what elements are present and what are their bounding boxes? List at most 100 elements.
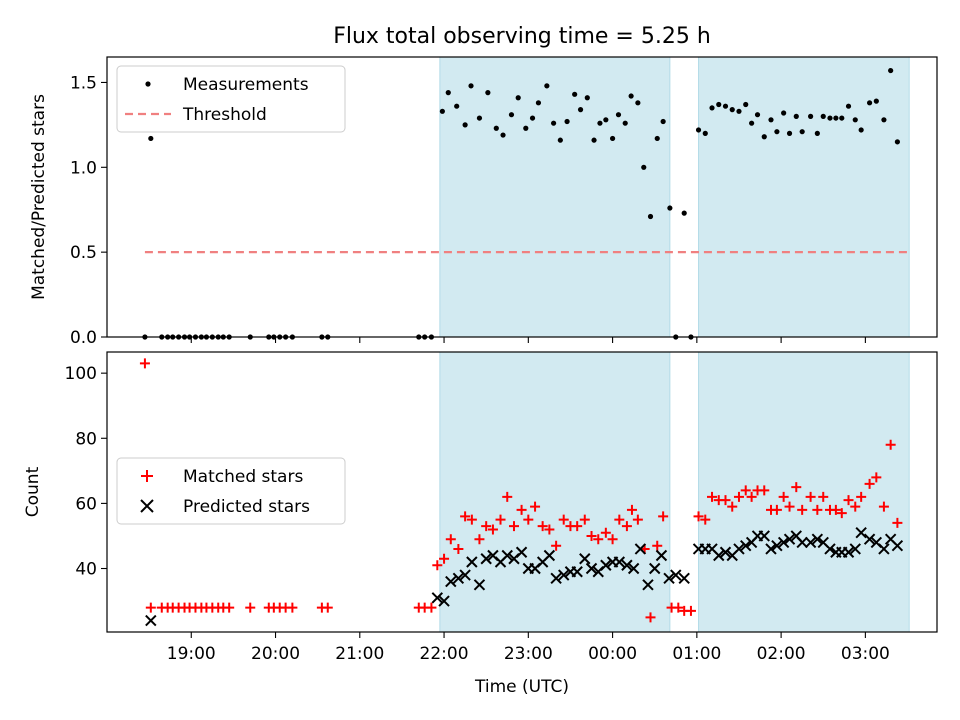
measurement-point (702, 130, 708, 136)
matched-star-point (771, 504, 782, 515)
matched-star-point (740, 485, 751, 496)
measurement-point (622, 120, 628, 126)
measurement-point (476, 115, 483, 121)
measurement-point (781, 110, 787, 116)
matched-star-point (727, 501, 738, 512)
matched-star-point (487, 524, 498, 535)
measurement-point (845, 103, 852, 109)
matched-star-point (544, 524, 555, 535)
y-tick-label: 100 (65, 364, 97, 384)
measurement-point (754, 112, 761, 118)
measurement-point (793, 113, 799, 119)
matched-star-point (551, 540, 562, 551)
matched-star-point (322, 602, 333, 613)
legend-label: Measurements (183, 75, 309, 95)
matched-star-point (432, 560, 443, 571)
measurement-point (572, 91, 578, 97)
matched-star-point (700, 514, 711, 525)
matched-star-point (784, 501, 795, 512)
predicted-star-point (459, 569, 471, 581)
observing-window-span (439, 56, 671, 338)
matched-star-point (502, 491, 513, 502)
measurement-point (786, 130, 793, 136)
measurement-point (535, 100, 542, 106)
predicted-star-point (445, 575, 457, 588)
ratio-panel: 0.0 0.5 1.0 1.5 Matched/Predicted stars Measu… (29, 56, 938, 348)
measurement-point (148, 135, 154, 142)
measurement-point (609, 135, 616, 142)
measurement-point (508, 112, 515, 118)
predicted-star-point (621, 559, 633, 571)
predicted-star-point (811, 533, 824, 545)
measurement-point (500, 132, 506, 138)
legend-label: Matched stars (183, 467, 303, 487)
matched-star-point (426, 602, 437, 613)
matched-star-point (836, 508, 847, 519)
x-tick-label: 00:00 (588, 644, 637, 664)
matched-star-point (746, 491, 757, 502)
measurement-point (564, 118, 570, 125)
matched-star-point (523, 514, 534, 525)
measurement-point (468, 83, 474, 89)
matched-star-point (818, 491, 829, 502)
matched-star-point (245, 602, 256, 613)
predicted-star-point (627, 562, 640, 575)
matched-star-point (720, 495, 731, 506)
observing-window-span (698, 56, 910, 338)
predicted-star-point (438, 595, 450, 607)
predicted-star-point (585, 562, 598, 575)
legend-box (116, 457, 346, 525)
measurement-point (814, 130, 820, 136)
predicted-star-point (842, 546, 855, 558)
measurement-point (660, 118, 666, 125)
matched-star-point (537, 521, 548, 532)
matched-star-point (856, 491, 867, 502)
legend-label: Threshold (182, 105, 267, 125)
matched-star-point (445, 534, 456, 545)
matched-star-point (460, 511, 471, 522)
x-tick-label: 02:00 (757, 644, 806, 664)
predicted-star-point (891, 540, 904, 552)
matched-star-point (791, 482, 802, 493)
matched-star-point (645, 612, 656, 623)
measurement-point (768, 117, 774, 123)
measurement-point (462, 122, 468, 128)
predicted-star-point (480, 553, 492, 565)
measurement-point (550, 120, 557, 126)
predicted-star-point (740, 540, 752, 552)
predicted-star-point (855, 526, 867, 539)
measurement-point (839, 115, 845, 121)
y-axis-label: Count (23, 466, 43, 517)
predicted-star-point (733, 543, 745, 555)
measurement-point (709, 105, 715, 111)
y-tick-label: 40 (75, 560, 97, 580)
matched-star-point (593, 534, 604, 545)
predicted-star-point (758, 530, 770, 542)
measurement-point (635, 100, 641, 106)
observing-window-span (439, 351, 671, 633)
predicted-star-point (783, 533, 796, 545)
measurement-point (852, 117, 858, 123)
predicted-star-point (642, 579, 654, 591)
matched-star-point (614, 514, 625, 525)
matched-star-point (466, 514, 477, 525)
matched-star-point (805, 491, 816, 502)
predicted-star-point (824, 543, 836, 555)
axes-frame (106, 351, 938, 633)
predicted-star-point (452, 572, 465, 584)
y-tick-label: 60 (75, 494, 97, 514)
predicted-star-point (543, 549, 556, 562)
legend-measurement-marker (145, 81, 151, 87)
matched-star-point (843, 495, 854, 506)
measurement-point (827, 115, 833, 121)
x-tick-label: 19:00 (167, 644, 216, 664)
measurement-point (729, 107, 735, 113)
predicted-star-point (663, 572, 675, 584)
legend-label: Predicted stars (183, 497, 310, 517)
measurement-point (603, 117, 609, 123)
count-panel: 40 60 80 100 19:00 20:00 21:00 22:00 23:00 00:00 0… (23, 351, 938, 697)
predicted-star-point (501, 549, 513, 562)
matched-star-point (139, 358, 150, 369)
axes-frame (106, 56, 938, 338)
